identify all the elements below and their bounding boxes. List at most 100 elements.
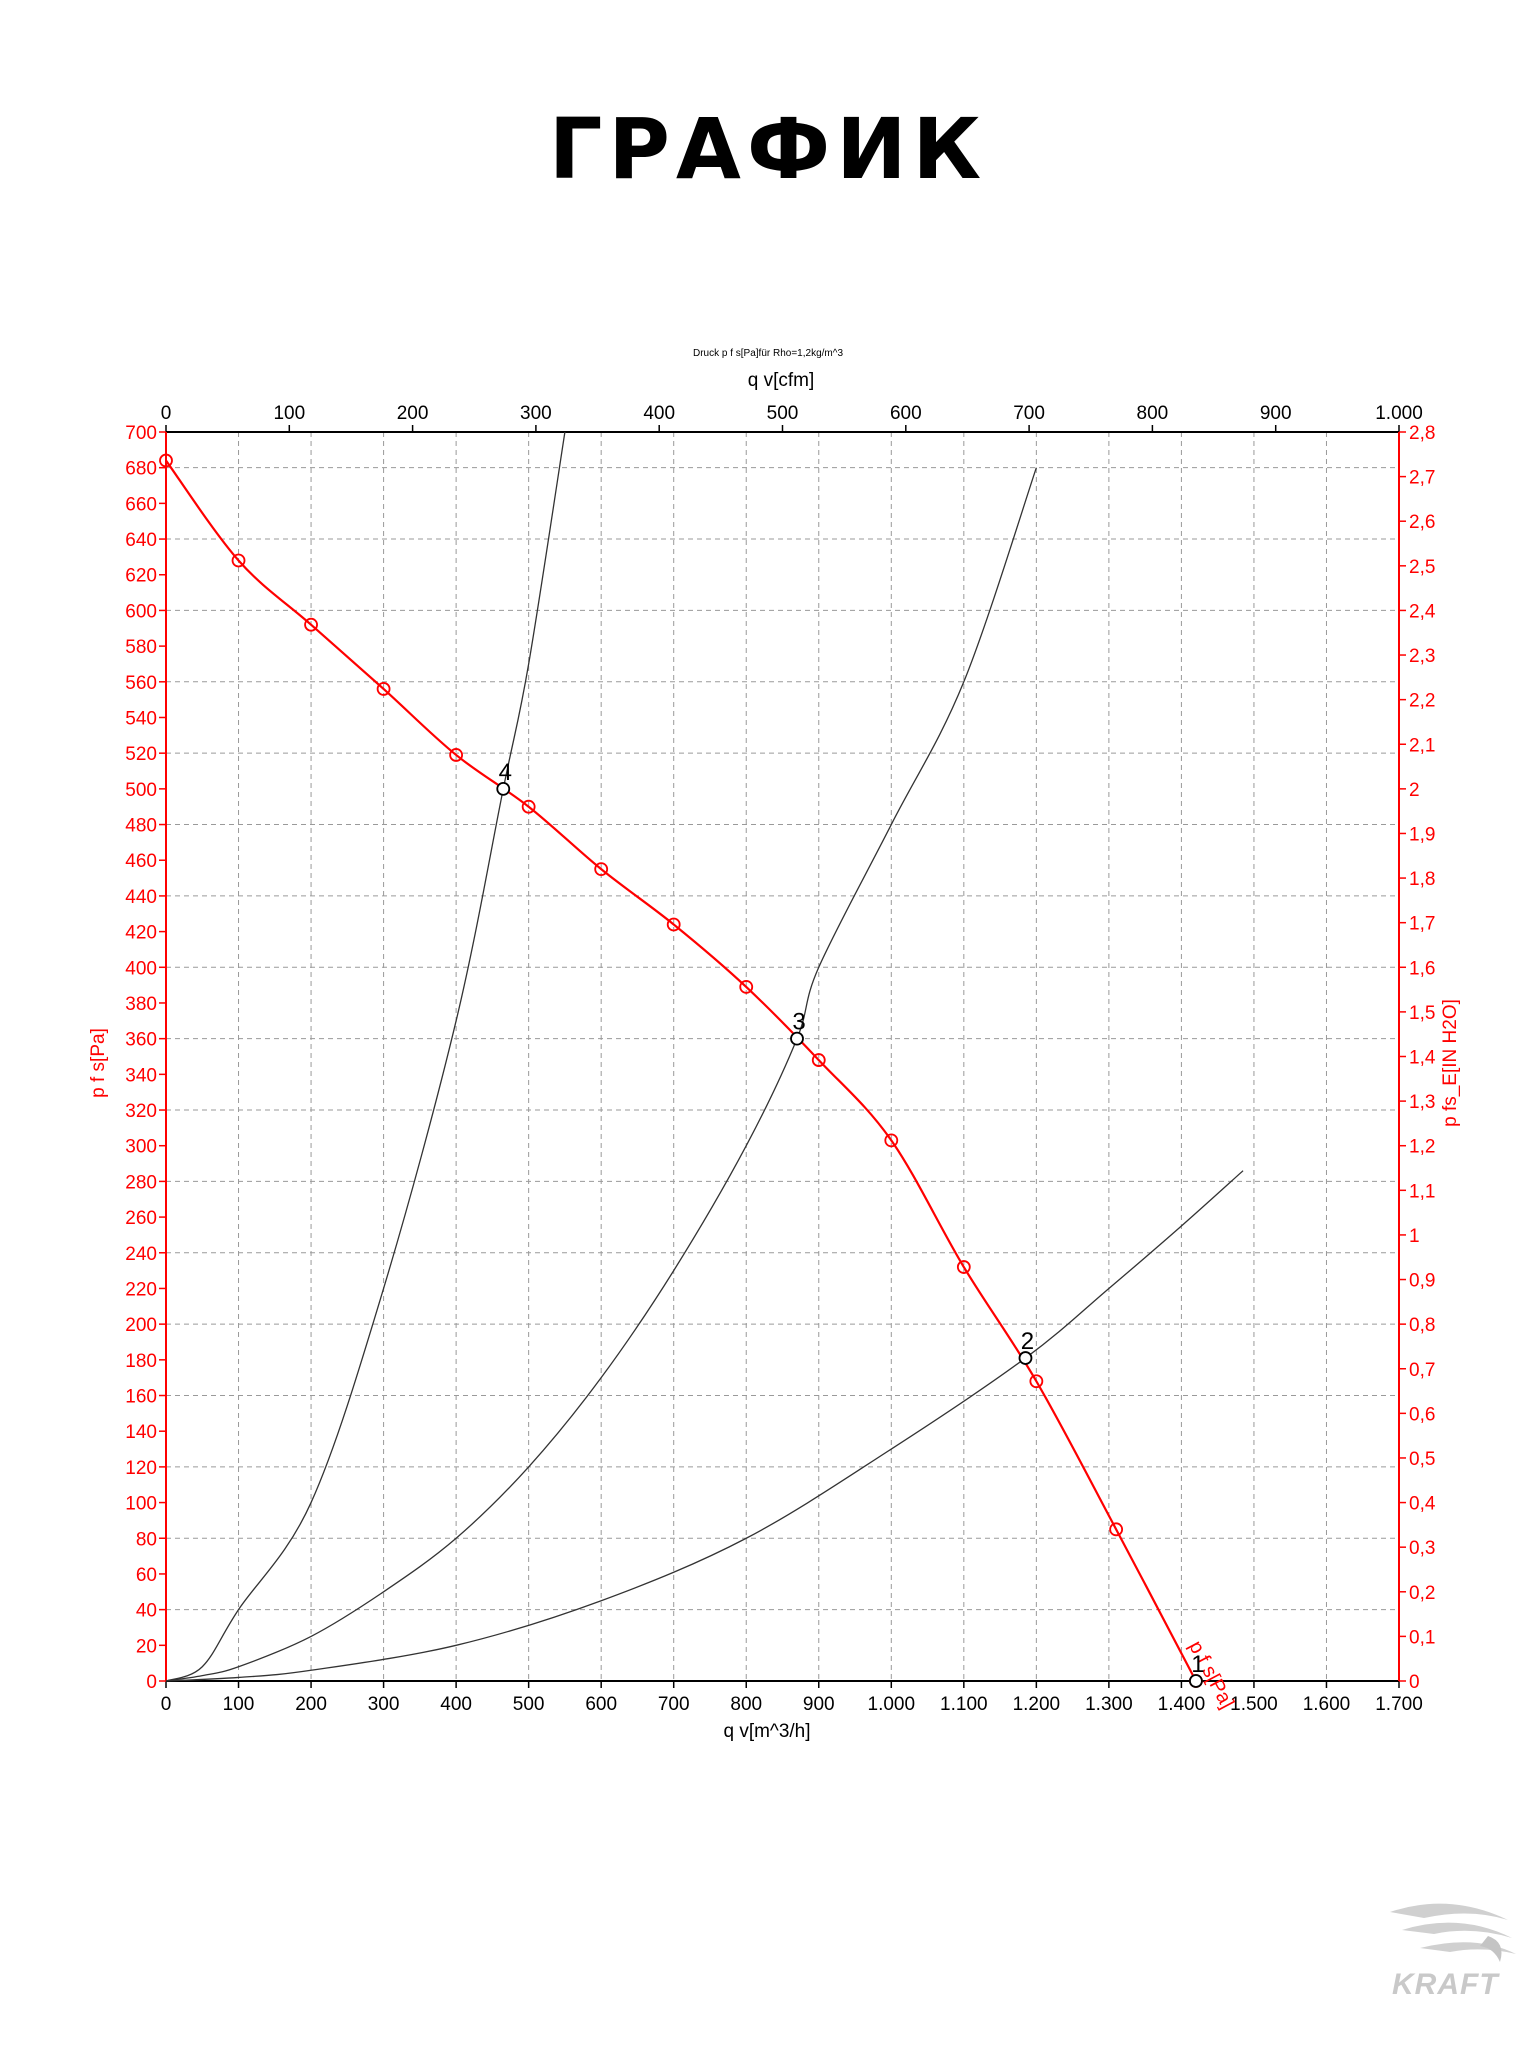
y-tick-label: 220 <box>125 1279 157 1300</box>
y2-tick-label: 2,4 <box>1409 601 1436 622</box>
logo-text: KRAFT <box>1392 1968 1499 2001</box>
x2-tick-label: 400 <box>643 403 675 424</box>
y-tick-label: 520 <box>125 744 157 765</box>
fan-curve-point <box>1109 1522 1124 1537</box>
y-tick-label: 100 <box>125 1494 157 1515</box>
y2-tick-label: 0 <box>1409 1672 1420 1693</box>
y-tick-label: 380 <box>125 994 157 1015</box>
y2-tick-label: 1,3 <box>1409 1092 1435 1113</box>
y2-tick-label: 0,6 <box>1409 1404 1435 1425</box>
operating-point <box>496 781 511 796</box>
y-tick-label: 700 <box>125 423 157 444</box>
y2-axis-label: p fs_E[IN H2O] <box>1440 999 1461 1127</box>
y-tick-label: 660 <box>125 494 157 515</box>
x-tick-label: 100 <box>223 1694 255 1715</box>
x-tick-label: 900 <box>803 1694 835 1715</box>
fan-curve-point <box>231 553 246 568</box>
y-tick-label: 60 <box>136 1565 157 1586</box>
system-curve <box>165 431 566 1682</box>
x2-tick-label: 100 <box>273 403 305 424</box>
y2-tick-label: 2,7 <box>1409 468 1435 489</box>
y2-tick-label: 1,7 <box>1409 914 1435 935</box>
y2-tick-label: 2,6 <box>1409 512 1435 533</box>
fan-curve-point <box>521 799 536 814</box>
x2-tick-label: 600 <box>890 403 922 424</box>
y-tick-label: 560 <box>125 673 157 694</box>
y-tick-label: 600 <box>125 601 157 622</box>
operating-point-label: 4 <box>499 759 512 786</box>
operating-point-label: 3 <box>792 1009 805 1036</box>
x-tick-label: 0 <box>161 1694 172 1715</box>
x-tick-label: 300 <box>368 1694 400 1715</box>
y-tick-label: 80 <box>136 1529 157 1550</box>
y-tick-label: 260 <box>125 1208 157 1229</box>
fan-curve-point <box>666 917 681 932</box>
y2-tick-label: 0,5 <box>1409 1449 1435 1470</box>
kraft-logo-icon <box>1390 1903 1516 1962</box>
y-tick-label: 440 <box>125 887 157 908</box>
x-tick-label: 800 <box>730 1694 762 1715</box>
x-tick-label: 1.600 <box>1303 1694 1351 1715</box>
fan-curve-point <box>739 980 754 994</box>
y-tick-label: 140 <box>125 1422 157 1443</box>
y-tick-label: 160 <box>125 1387 157 1408</box>
y2-tick-label: 1,4 <box>1409 1048 1436 1069</box>
y-tick-label: 400 <box>125 958 157 979</box>
y2-tick-label: 0,8 <box>1409 1315 1435 1336</box>
x2-tick-label: 1.000 <box>1375 403 1423 424</box>
y2-tick-label: 1,2 <box>1409 1137 1435 1158</box>
fan-curve-point <box>376 682 391 696</box>
y2-tick-label: 0,2 <box>1409 1583 1435 1604</box>
y2-tick-label: 2,3 <box>1409 646 1435 667</box>
fan-curve-point <box>811 1053 826 1067</box>
y2-tick-label: 1,5 <box>1409 1003 1435 1024</box>
fan-curve-point <box>304 617 318 632</box>
y2-tick-label: 0,1 <box>1409 1627 1435 1648</box>
y-tick-label: 120 <box>125 1458 157 1479</box>
x2-tick-label: 200 <box>397 403 429 424</box>
x2-tick-label: 0 <box>161 403 172 424</box>
x2-tick-label: 800 <box>1137 403 1169 424</box>
y2-tick-label: 2,5 <box>1409 557 1435 578</box>
x-tick-label: 700 <box>658 1694 690 1715</box>
y-tick-label: 20 <box>136 1636 157 1657</box>
y-tick-label: 500 <box>125 780 157 801</box>
system-curve <box>165 1170 1244 1682</box>
y2-tick-label: 1,8 <box>1409 869 1435 890</box>
y-tick-label: 40 <box>136 1601 157 1622</box>
y2-tick-label: 2,2 <box>1409 691 1435 712</box>
y2-tick-label: 0,3 <box>1409 1538 1435 1559</box>
x-tick-label: 1.700 <box>1375 1694 1423 1715</box>
x2-tick-label: 300 <box>520 403 552 424</box>
fan-curve-point <box>449 748 464 762</box>
x-axis-label: q v[m^3/h] <box>723 1721 810 1742</box>
operating-points: 1 2 3 4 <box>496 759 1205 1688</box>
y2-tick-label: 1,9 <box>1409 824 1435 845</box>
y2-tick-label: 2,1 <box>1409 735 1435 756</box>
x2-tick-label: 500 <box>767 403 799 424</box>
fan-curve-point <box>1029 1374 1044 1389</box>
y-tick-label: 620 <box>125 566 157 587</box>
y-tick-label: 0 <box>146 1672 157 1693</box>
y-tick-label: 300 <box>125 1137 157 1158</box>
y-tick-label: 200 <box>125 1315 157 1336</box>
x-tick-label: 600 <box>585 1694 617 1715</box>
y2-tick-label: 2 <box>1409 780 1420 801</box>
y-tick-label: 340 <box>125 1065 157 1086</box>
x-tick-label: 200 <box>295 1694 327 1715</box>
y2-tick-label: 0,7 <box>1409 1360 1435 1381</box>
x2-axis-label: q v[cfm] <box>748 370 815 391</box>
fan-curve-point <box>956 1260 971 1274</box>
y2-tick-label: 0,9 <box>1409 1271 1435 1292</box>
system-curves <box>165 431 1244 1682</box>
operating-point <box>1018 1351 1033 1365</box>
y-tick-label: 480 <box>125 816 157 837</box>
y2-tick-label: 1 <box>1409 1226 1420 1247</box>
y2-tick-label: 0,4 <box>1409 1494 1436 1515</box>
operating-point-label: 2 <box>1021 1328 1034 1355</box>
y-tick-label: 540 <box>125 708 157 729</box>
fan-curve-series: p f s[Pa] <box>159 453 1238 1712</box>
fan-curve-point <box>159 453 173 468</box>
x-tick-label: 400 <box>440 1694 472 1715</box>
